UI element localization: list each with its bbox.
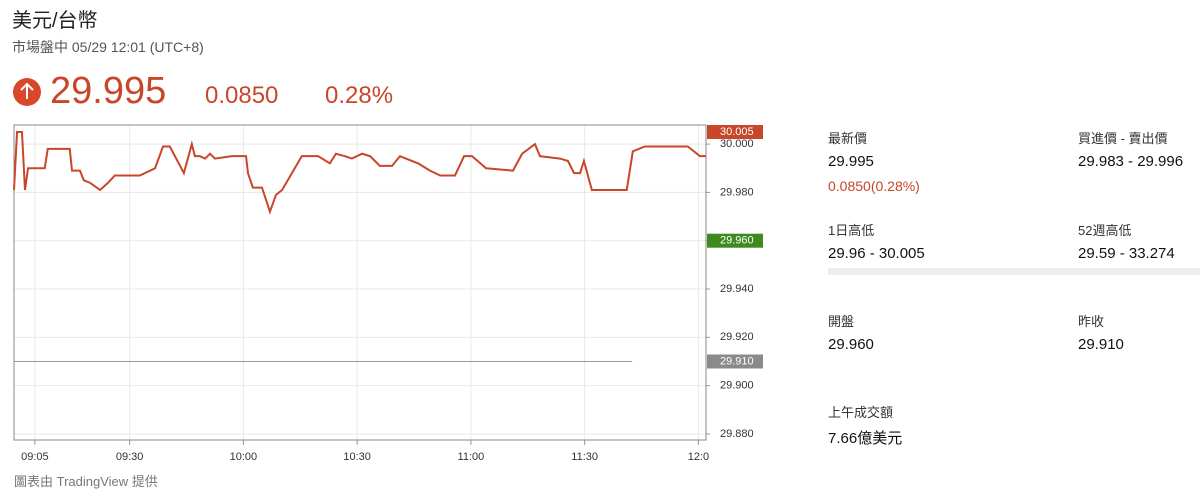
stat-label: 開盤 [828, 314, 855, 329]
stat-value: 29.995 [828, 153, 874, 170]
divider [828, 268, 1200, 275]
x-tick-label: 11:00 [458, 451, 485, 463]
stat-label: 最新價 [828, 131, 868, 146]
stat-label: 上午成交額 [828, 405, 894, 420]
x-tick-label: 12:0 [688, 451, 709, 463]
y-tick-label: 29.880 [720, 428, 754, 440]
y-tick-label: 29.980 [720, 186, 754, 198]
subtitle: 市場盤中 05/29 12:01 (UTC+8) [12, 39, 204, 55]
stat-value: 29.910 [1078, 336, 1124, 353]
price-tag [707, 125, 763, 140]
stat-label: 52週高低 [1078, 223, 1132, 238]
stat-value: 29.96 - 30.005 [828, 245, 925, 262]
price: 29.995 [50, 70, 167, 112]
price-tag-label: 29.910 [720, 355, 754, 367]
price-tag-label: 29.960 [720, 235, 754, 247]
stat-value: 7.66億美元 [828, 430, 903, 447]
stat-label: 1日高低 [828, 223, 875, 238]
stat-value: 29.960 [828, 336, 874, 353]
x-tick-label: 09:05 [21, 451, 49, 463]
up-icon [13, 78, 41, 106]
stat-value: 29.59 - 33.274 [1078, 245, 1175, 262]
x-tick-label: 10:00 [230, 451, 258, 463]
y-tick-label: 29.920 [720, 331, 754, 343]
x-tick-label: 09:30 [116, 451, 144, 463]
y-tick-label: 29.940 [720, 283, 754, 295]
price-tag [707, 354, 763, 369]
change: 0.0850 [205, 82, 279, 109]
price-tag-label: 30.005 [720, 126, 754, 138]
price-tag [707, 233, 763, 248]
stat-value: 29.983 - 29.996 [1078, 153, 1184, 170]
y-tick-label: 29.900 [720, 380, 754, 392]
change-pct: 0.28% [325, 82, 394, 109]
stat-label: 昨收 [1078, 314, 1105, 329]
chart: 09:05 09:30 10:00 10:30 11:00 11:30 12:0 30.000… [13, 124, 763, 463]
stat-label: 買進價 - 賣出價 [1078, 131, 1168, 146]
price-line [13, 131, 706, 215]
y-tick-label: 30.000 [720, 138, 754, 150]
x-tick-label: 10:30 [343, 451, 371, 463]
x-tick-label: 11:30 [571, 451, 598, 463]
title: 美元/台幣 [12, 10, 98, 32]
stat-extra: 0.0850(0.28%) [828, 178, 920, 194]
plot-frame [13, 124, 707, 441]
footer: 圖表由 TradingView 提供 [14, 474, 158, 489]
